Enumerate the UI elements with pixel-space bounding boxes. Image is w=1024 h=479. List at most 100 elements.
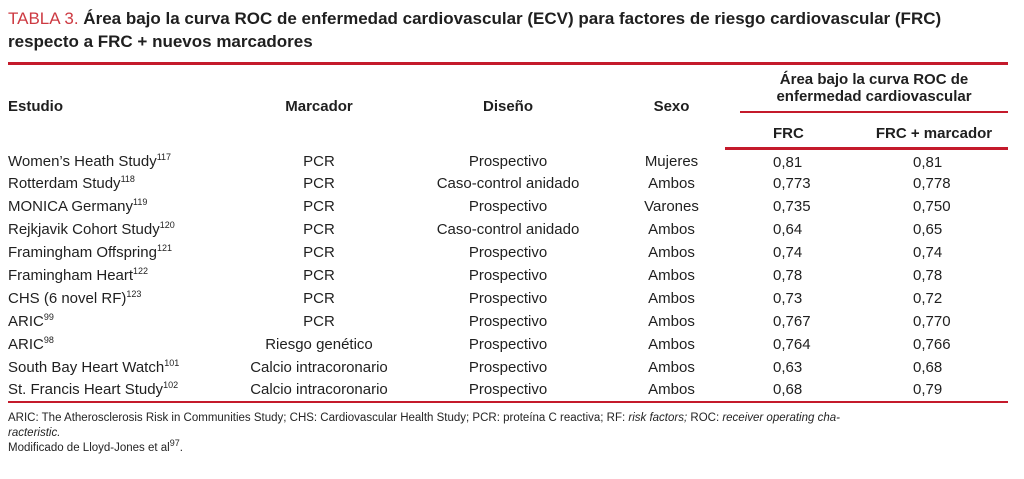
cell-marker: Riesgo genético	[265, 335, 373, 353]
cell-marker: PCR	[303, 266, 335, 284]
cell-study: ARIC98	[8, 334, 54, 353]
cell-frc-value: 0,68	[725, 378, 860, 403]
cell-frc-marker-value: 0,79	[860, 378, 1008, 403]
cell-frc-marker-value: 0,81	[913, 153, 943, 171]
cell-sex: Ambos	[648, 335, 695, 353]
cell-frc-value: 0,81	[773, 153, 803, 171]
reference-superscript: 101	[164, 357, 180, 368]
table-row: St. Francis Heart Study102 Calcio intraco…	[8, 378, 1008, 403]
reference-superscript: 117	[156, 152, 172, 162]
cell-marker: PCR	[303, 312, 335, 330]
cell-study: MONICA Germany119	[8, 196, 148, 215]
table-row: Framingham Heart122 PCR Prospectivo Ambos 0,…	[8, 264, 1008, 287]
column-group-header-roc-area: Área bajo la curva ROC de enfermedad car…	[725, 64, 1008, 120]
cell-frc-marker-value: 0,766	[913, 335, 951, 353]
cell-sex: Ambos	[648, 220, 695, 238]
footnote-text: ARIC: The Atherosclerosis Risk in Commun…	[8, 411, 629, 424]
cell-frc-marker-value: 0,72	[913, 289, 943, 307]
cell-design: Prospectivo	[468, 358, 548, 376]
table-number-label: TABLA 3.	[8, 9, 79, 28]
cell-frc-value: 0,767	[773, 312, 811, 330]
cell-sex: Ambos	[648, 312, 695, 330]
table-row: Women’s Heath Study117 PCR Prospectivo Muje…	[8, 149, 1008, 172]
cell-sex: Ambos	[648, 266, 695, 284]
table-caption: Área bajo la curva ROC de enfermedad car…	[8, 9, 942, 51]
cell-frc-value: 0,735	[773, 197, 811, 215]
article-table-figure: TABLA 3. Área bajo la curva ROC de enfer…	[8, 7, 1016, 456]
reference-superscript: 98	[43, 334, 54, 345]
cell-study: CHS (6 novel RF)123	[8, 288, 142, 307]
reference-superscript: 97	[169, 437, 180, 448]
cell-frc-value: 0,63	[773, 358, 803, 376]
cell-sex: Ambos	[648, 243, 695, 261]
cell-study: Framingham Offspring121	[8, 242, 172, 261]
table-footnotes: ARIC: The Atherosclerosis Risk in Commun…	[8, 411, 1016, 456]
cell-frc-value: 0,74	[773, 243, 803, 261]
cell-marker: PCR	[303, 153, 335, 170]
table-title: TABLA 3. Área bajo la curva ROC de enfer…	[8, 7, 1008, 53]
cell-study: Rotterdam Study118	[8, 173, 135, 192]
cell-sex: Mujeres	[644, 153, 699, 170]
reference-superscript: 122	[133, 265, 149, 276]
table-row: ARIC98 Riesgo genético Prospectivo Ambos 0,7…	[8, 333, 1008, 356]
column-header-frc-marker: FRC + marcador	[860, 119, 1008, 150]
table-row: Rotterdam Study118 PCR Caso-control anidad…	[8, 172, 1008, 195]
cell-study: Women’s Heath Study117	[8, 152, 172, 171]
footnote-line: ARIC: The Atherosclerosis Risk in Commun…	[8, 411, 1016, 426]
cell-study: Framingham Heart122	[8, 265, 149, 284]
cell-frc-marker-value: 0,750	[913, 197, 951, 215]
cell-frc-marker-value: 0,74	[913, 243, 943, 261]
cell-study: Rejkjavik Cohort Study120	[8, 219, 175, 238]
roc-data-table: Estudio Marcador Diseño Sexo Área bajo l…	[8, 62, 1008, 403]
cell-frc-marker-value: 0,68	[913, 358, 943, 376]
reference-superscript: 119	[133, 196, 148, 207]
column-header-design: Diseño	[482, 98, 533, 116]
cell-marker: Calcio intracoronario	[240, 378, 398, 403]
cell-frc-value: 0,78	[773, 266, 803, 284]
cell-frc-marker-value: 0,778	[913, 174, 951, 192]
cell-design: Caso-control anidado	[436, 220, 580, 238]
cell-design: Prospectivo	[468, 266, 548, 284]
column-header-marker: Marcador	[285, 98, 353, 116]
column-header-study: Estudio	[8, 98, 63, 116]
reference-superscript: 118	[120, 173, 135, 184]
cell-frc-value: 0,73	[773, 289, 803, 307]
cell-sex: Ambos	[618, 378, 725, 403]
cell-marker: PCR	[303, 197, 335, 215]
footnote-line: racteristic.	[8, 426, 1016, 441]
cell-design: Prospectivo	[468, 197, 548, 215]
cell-design: Prospectivo	[468, 289, 548, 307]
reference-superscript: 102	[163, 380, 179, 390]
cell-design: Prospectivo	[468, 335, 548, 353]
reference-superscript: 121	[156, 242, 172, 253]
cell-sex: Varones	[644, 197, 699, 215]
footnote-text: Modificado de Lloyd-Jones et al	[8, 441, 170, 454]
cell-sex: Ambos	[648, 358, 695, 376]
footnote-italic-term: receiver operating cha-	[722, 411, 840, 424]
cell-marker: Calcio intracoronario	[250, 358, 388, 376]
reference-superscript: 99	[43, 311, 54, 322]
cell-frc-value: 0,773	[773, 174, 811, 192]
cell-design: Prospectivo	[468, 153, 548, 170]
table-row: Rejkjavik Cohort Study120 PCR Caso-control…	[8, 218, 1008, 241]
footnote-italic-term: racteristic.	[8, 426, 61, 439]
cell-frc-marker-value: 0,65	[913, 220, 943, 238]
cell-design: Prospectivo	[468, 312, 548, 330]
roc-area-group-label: Área bajo la curva ROC de enfermedad car…	[740, 71, 1008, 114]
cell-marker: PCR	[303, 220, 335, 238]
column-header-frc: FRC	[725, 119, 860, 150]
cell-study: South Bay Heart Watch101	[8, 357, 180, 376]
table-row: MONICA Germany119 PCR Prospectivo Varones 0,…	[8, 195, 1008, 218]
reference-superscript: 120	[159, 219, 175, 230]
table-row: South Bay Heart Watch101 Calcio intracoro…	[8, 356, 1008, 379]
footnote-text: .	[179, 441, 183, 454]
cell-frc-marker-value: 0,78	[913, 266, 943, 284]
cell-marker: PCR	[303, 243, 335, 261]
reference-superscript: 123	[126, 288, 142, 299]
table-row: Framingham Offspring121 PCR Prospectivo Amb…	[8, 241, 1008, 264]
cell-frc-marker-value: 0,770	[913, 312, 951, 330]
cell-frc-value: 0,764	[773, 335, 811, 353]
cell-study: ARIC99	[8, 311, 54, 330]
cell-marker: PCR	[303, 289, 335, 307]
cell-design: Caso-control anidado	[436, 174, 580, 192]
